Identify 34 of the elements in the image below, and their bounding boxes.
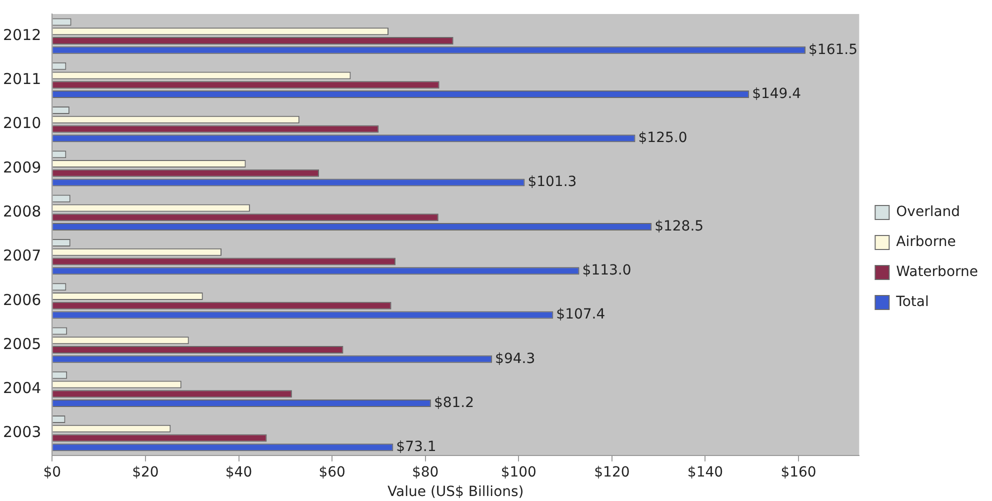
data-label: $73.1 [396,439,436,456]
y-tick-label: 2010 [2,114,42,132]
legend-label: Waterborne [896,264,978,280]
y-tick-label: 2005 [2,334,42,353]
y-tick-label: 2007 [2,246,42,265]
x-axis-title: Value (US$ Billions) [388,484,524,500]
y-tick-label: 2009 [2,158,42,176]
data-label: $128.5 [654,218,704,234]
data-label: $94.3 [495,350,536,367]
y-tick-label: 2012 [2,26,42,44]
legend-label: Total [895,294,929,310]
data-label: $149.4 [752,86,802,102]
y-tick-label: 2004 [2,379,42,398]
data-label: $161.5 [808,42,858,58]
x-tick-label: $140 [687,464,724,480]
legend-label: Overland [896,204,960,220]
x-tick-label: $120 [594,464,630,480]
legend-label: Airborne [896,234,956,250]
x-tick-label: $0 [43,464,62,480]
data-label: $101.3 [528,174,577,190]
data-label: $113.0 [582,262,632,278]
x-tick-label: $80 [412,464,439,480]
x-tick-label: $40 [225,464,252,480]
x-tick-label: $60 [318,464,346,480]
data-label: $81.2 [434,394,474,411]
x-tick-label: $160 [780,464,816,480]
y-tick-label: 2008 [2,202,42,221]
data-label: $107.4 [556,306,606,323]
x-tick-label: $20 [132,464,159,480]
y-tick-label: 2011 [2,70,42,88]
x-tick-label: $100 [500,464,536,480]
y-tick-label: 2003 [2,423,42,442]
data-label: $125.0 [638,130,688,146]
y-tick-label: 2006 [2,290,42,309]
